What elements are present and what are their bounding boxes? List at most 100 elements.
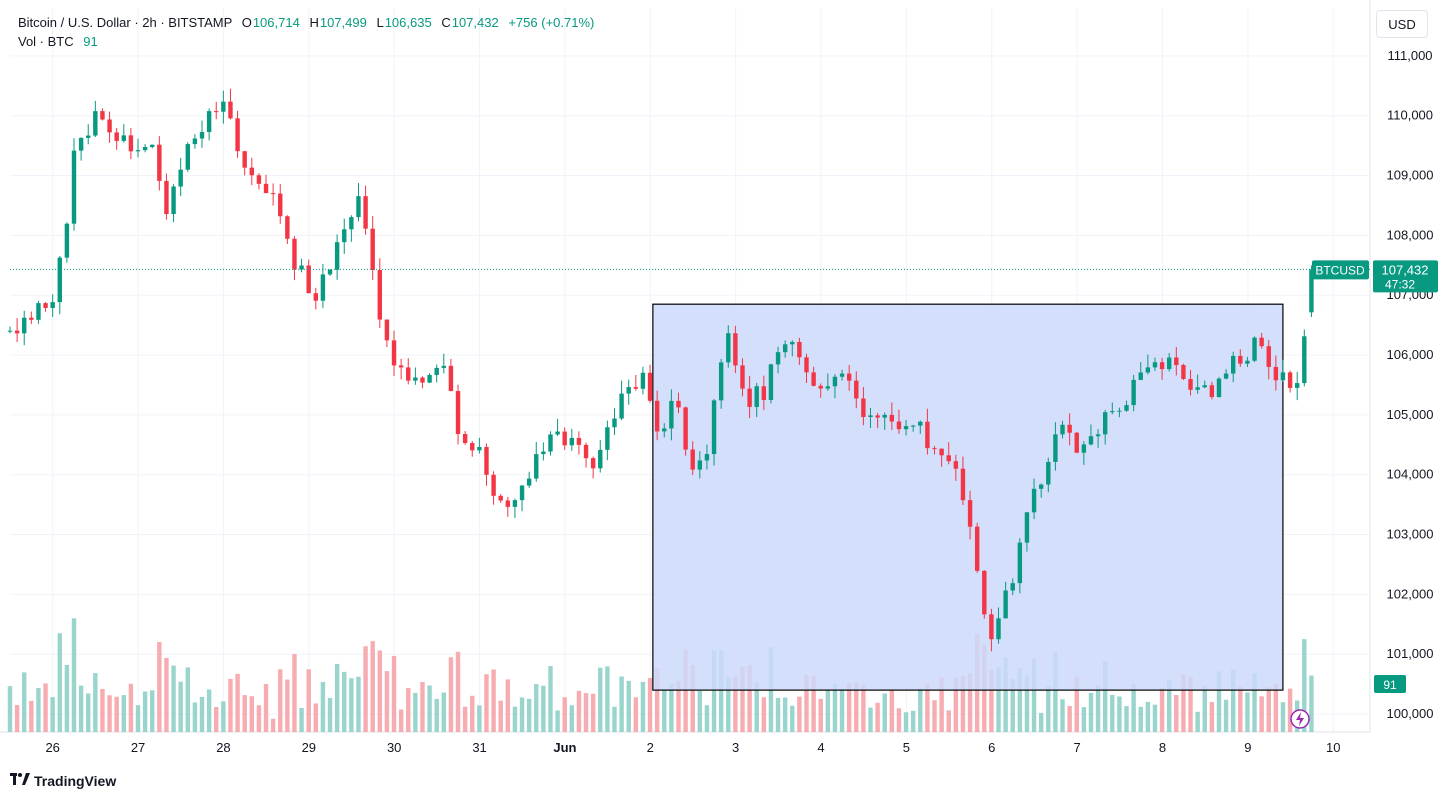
volume-bar <box>1017 668 1023 732</box>
candle-body <box>1060 424 1065 435</box>
candle-body <box>541 451 546 455</box>
volume-bar <box>1280 702 1286 732</box>
candle-body <box>825 386 831 389</box>
candle-body <box>1188 378 1193 390</box>
candle-body <box>434 367 439 375</box>
lightning-icon[interactable] <box>1290 709 1310 729</box>
candle-body <box>1088 436 1094 445</box>
volume-bar <box>526 698 532 732</box>
legend-symbol[interactable]: Bitcoin / U.S. Dollar · 2h · BITSTAMP <box>18 15 233 30</box>
candle-body <box>903 426 909 430</box>
volume-bar <box>612 706 617 732</box>
candle-body <box>1074 432 1079 453</box>
volume-bar <box>1273 683 1279 732</box>
volume-bar <box>470 695 475 732</box>
volume-bar <box>1166 679 1172 732</box>
volume-bar <box>434 698 439 732</box>
candle-body <box>370 228 375 270</box>
volume-bar <box>420 681 425 732</box>
volume-bar <box>22 672 27 732</box>
candle-body <box>526 478 532 486</box>
price-tag-value: 107,432 <box>1382 262 1429 277</box>
volume-bar <box>285 679 290 732</box>
candle-body <box>1138 372 1143 380</box>
volume-bar <box>967 672 973 732</box>
candle-body <box>206 111 212 133</box>
volume-bar <box>107 695 112 732</box>
candle-body <box>747 388 752 407</box>
candle-body <box>71 150 77 224</box>
candle-body <box>1309 269 1314 313</box>
candle-body <box>1280 372 1286 381</box>
candle-body <box>1223 373 1229 379</box>
candle-body <box>1195 387 1200 390</box>
volume-bar <box>43 683 48 732</box>
candle-body <box>1174 357 1179 366</box>
volume-bar <box>7 686 13 732</box>
volume-bar <box>36 688 41 732</box>
legend-volume-label[interactable]: Vol · BTC <box>18 34 74 49</box>
candle-body <box>1245 360 1250 364</box>
candle-body <box>854 380 859 399</box>
candle-body <box>498 495 503 501</box>
volume-bar <box>150 690 155 732</box>
candle-body <box>775 352 781 365</box>
highlight-rectangle[interactable] <box>652 303 1284 691</box>
volume-bar <box>1152 704 1158 732</box>
volume-bar <box>832 683 838 732</box>
volume-bar <box>14 705 20 732</box>
candle-body <box>292 238 297 270</box>
volume-bar <box>676 680 681 732</box>
volume-bar <box>256 705 262 732</box>
price-tick-label: 109,000 <box>1387 168 1434 183</box>
candle-body <box>256 175 262 184</box>
volume-bar <box>327 697 333 732</box>
time-axis[interactable]: 26 27 28 29 30 31 Jun 2 3 4 5 6 7 8 9 10 <box>45 740 1340 755</box>
legend-change: +756 (+0.71%) <box>508 15 595 30</box>
candle-body <box>150 144 155 148</box>
volume-bar <box>491 669 496 732</box>
candle-body <box>320 274 326 301</box>
candle-body <box>882 414 887 418</box>
volume-bar <box>1309 675 1314 732</box>
volume-bar <box>406 688 411 732</box>
candle-body <box>93 111 98 136</box>
time-tick-label: 2 <box>647 740 654 755</box>
candle-body <box>1230 355 1236 374</box>
legend-open-value: 106,714 <box>252 15 300 30</box>
candle-body <box>406 367 411 381</box>
volume-bar <box>128 683 134 732</box>
volume-bar <box>1238 686 1243 732</box>
volume-bar <box>1230 669 1236 732</box>
candle-body <box>413 377 418 381</box>
time-tick-label: 26 <box>45 740 59 755</box>
volume-bar <box>413 692 418 732</box>
volume-bar <box>1181 674 1186 732</box>
candle-body <box>875 415 880 418</box>
price-axis[interactable]: 111,000110,000109,000108,000107,000106,0… <box>1387 48 1434 721</box>
candle-body <box>555 431 560 435</box>
volume-bar <box>825 690 831 732</box>
candle-body <box>1259 337 1264 347</box>
volume-bar <box>903 712 909 732</box>
volume-bar <box>221 701 226 732</box>
volume-bar <box>598 667 603 732</box>
volume-bar <box>1067 705 1072 732</box>
volume-bar <box>704 705 710 732</box>
candle-body <box>349 217 354 230</box>
time-tick-label: 29 <box>302 740 316 755</box>
candle-body <box>1067 424 1072 433</box>
volume-bar <box>1259 696 1264 732</box>
volume-bar <box>846 683 852 732</box>
volume-bar <box>804 674 809 732</box>
currency-button[interactable]: USD <box>1376 10 1428 38</box>
volume-bar <box>925 683 930 732</box>
candle-body <box>57 257 62 303</box>
volume-bar <box>932 700 937 732</box>
tradingview-logo[interactable]: TradingView <box>10 772 116 789</box>
price-tick-label: 111,000 <box>1387 48 1432 63</box>
drawn-rectangle[interactable] <box>652 303 1284 691</box>
volume-bar <box>164 657 169 732</box>
volume-bar <box>576 690 582 732</box>
